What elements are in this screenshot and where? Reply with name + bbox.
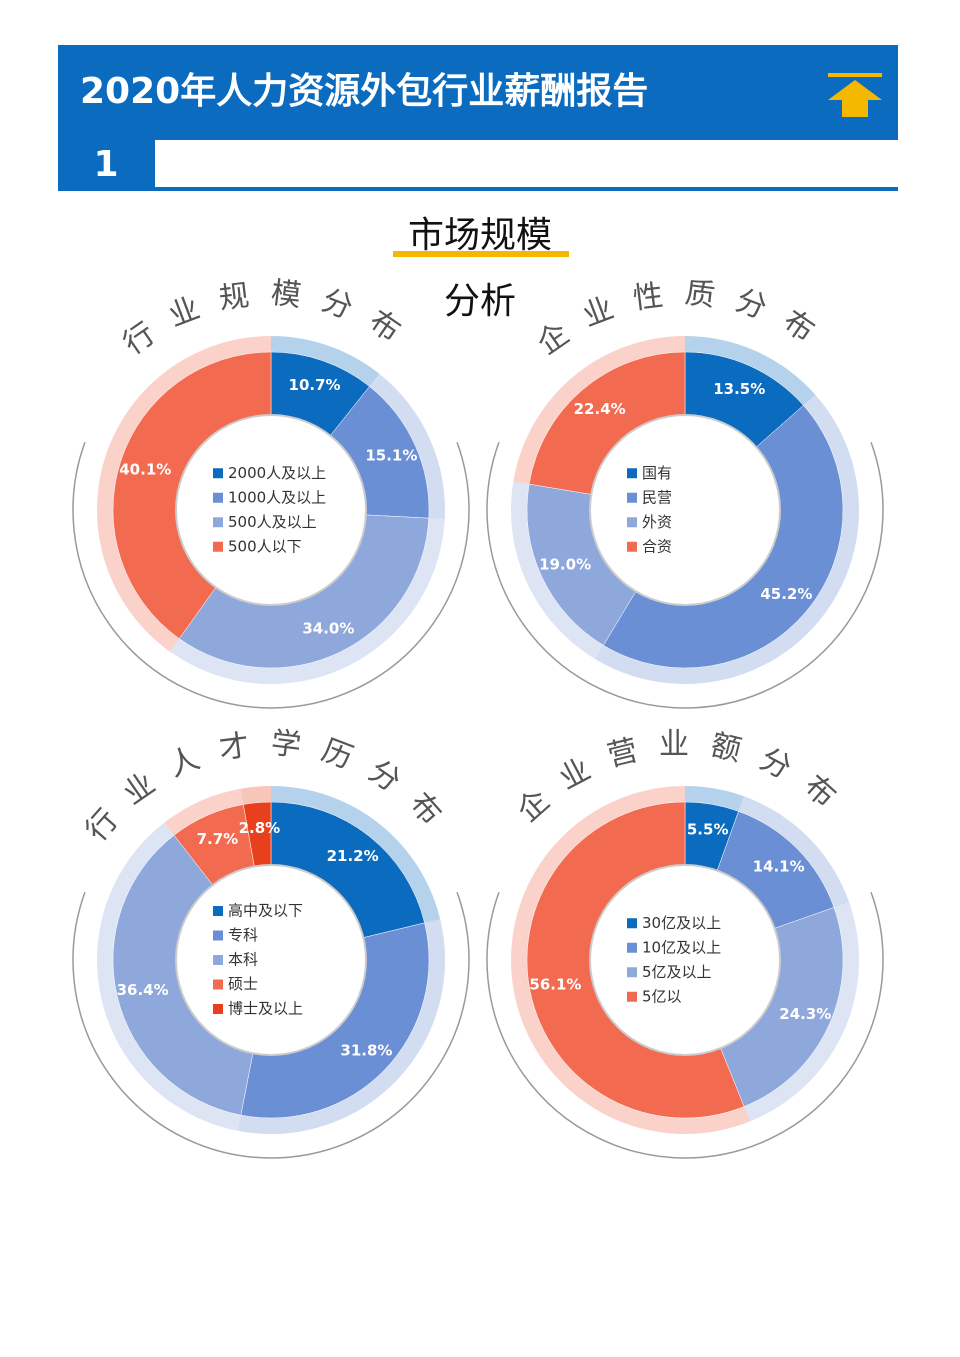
legend-label: 本科 (228, 951, 258, 969)
legend-label: 高中及以下 (228, 902, 303, 920)
page-number-box (58, 140, 155, 190)
legend-label: 30亿及以上 (642, 914, 721, 932)
segment-halo (369, 373, 445, 520)
segment-halo (240, 786, 271, 805)
value-label: 14.1% (753, 857, 805, 875)
segment-halo (685, 336, 816, 406)
legend-label: 国有 (642, 464, 672, 482)
legend-label: 500人以下 (228, 537, 302, 555)
legend-label: 民营 (642, 488, 672, 506)
legend-label: 500人及以上 (228, 513, 317, 531)
segment-halo (744, 902, 860, 1122)
segment-halo (97, 822, 241, 1131)
legend-label: 1000人及以上 (228, 488, 326, 506)
segment-halo (164, 788, 244, 836)
legend-swatch (213, 906, 223, 916)
section-title: 市场规模 (408, 215, 552, 256)
legend-swatch (213, 517, 223, 528)
outer-arc (72, 442, 470, 709)
value-label: 34.0% (302, 619, 354, 637)
value-label: 5.5% (687, 820, 729, 838)
legend-swatch (213, 930, 223, 941)
header-title: 2020年人力资源外包行业薪酬报告 (80, 71, 648, 112)
segment-halo (237, 919, 446, 1134)
segment-halo (271, 786, 441, 923)
legend-label: 10亿及以上 (642, 938, 721, 956)
legend-swatch (627, 991, 637, 1002)
center-hole (589, 864, 781, 1056)
value-label: 10.7% (289, 376, 341, 394)
outer-arc (72, 892, 470, 1159)
legend-label: 专科 (228, 926, 258, 944)
value-label: 7.7% (197, 830, 239, 848)
section-title: 分析 (444, 281, 516, 322)
legend-label: 合资 (642, 537, 672, 555)
legend-swatch (213, 492, 223, 503)
legend-swatch (627, 492, 637, 503)
center-hole (589, 414, 781, 606)
segment-halo (595, 394, 859, 684)
segment-halo (511, 481, 604, 659)
legend-swatch (627, 942, 637, 953)
value-label: 21.2% (327, 847, 379, 865)
legend-label: 硕士 (228, 975, 258, 993)
outer-arc (486, 442, 884, 709)
legend-swatch (627, 517, 637, 528)
up-arrow-icon (828, 73, 882, 117)
segment-halo (513, 336, 685, 485)
segment-halo (96, 336, 271, 652)
legend-swatch (213, 955, 223, 965)
section-underline (393, 251, 569, 257)
legend-label: 外资 (642, 513, 672, 531)
segment-halo (738, 796, 850, 908)
value-label: 56.1% (529, 976, 581, 994)
value-label: 31.8% (340, 1042, 392, 1060)
outer-arc (486, 892, 884, 1159)
legend-swatch (213, 468, 223, 479)
value-label: 45.2% (760, 585, 812, 603)
header-rule (58, 187, 898, 191)
value-label: 13.5% (713, 380, 765, 398)
legend-swatch (627, 468, 637, 479)
segment-halo (271, 336, 380, 387)
donut-chart: 企业营业额分布5.5%14.1%24.3%56.1%30亿及以上10亿及以上5亿… (486, 727, 884, 1159)
value-label: 36.4% (117, 981, 169, 999)
value-label: 2.8% (239, 819, 281, 837)
header-bar (58, 45, 898, 140)
legend-swatch (627, 967, 637, 978)
legend-label: 博士及以上 (228, 1000, 303, 1018)
center-hole (175, 864, 367, 1056)
legend-swatch (627, 541, 637, 552)
legend-label: 5亿以 (642, 987, 682, 1005)
legend-swatch (627, 918, 637, 929)
segment-halo (685, 786, 744, 812)
donut-chart: 行业人才学历分布21.2%31.8%36.4%7.7%2.8%高中及以下专科本科… (72, 725, 470, 1159)
value-label: 22.4% (574, 400, 626, 418)
center-hole (175, 414, 367, 606)
legend-swatch (213, 979, 223, 990)
segment-halo (169, 518, 445, 684)
value-label: 40.1% (119, 460, 171, 478)
value-label: 15.1% (365, 446, 417, 464)
value-label: 19.0% (539, 556, 591, 574)
legend-swatch (213, 1004, 223, 1014)
legend-label: 2000人及以上 (228, 464, 326, 482)
page-number: 1 (93, 144, 118, 185)
value-label: 24.3% (779, 1005, 831, 1023)
legend-swatch (213, 541, 223, 552)
legend-label: 5亿及以上 (642, 963, 712, 981)
